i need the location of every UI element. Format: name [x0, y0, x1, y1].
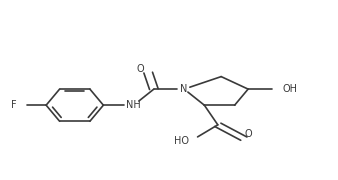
Text: OH: OH — [282, 84, 297, 94]
Text: HO: HO — [174, 136, 189, 146]
Text: N: N — [180, 84, 188, 94]
Text: F: F — [11, 100, 17, 110]
Text: NH: NH — [126, 100, 141, 110]
Text: O: O — [244, 129, 252, 139]
Text: O: O — [137, 64, 144, 75]
